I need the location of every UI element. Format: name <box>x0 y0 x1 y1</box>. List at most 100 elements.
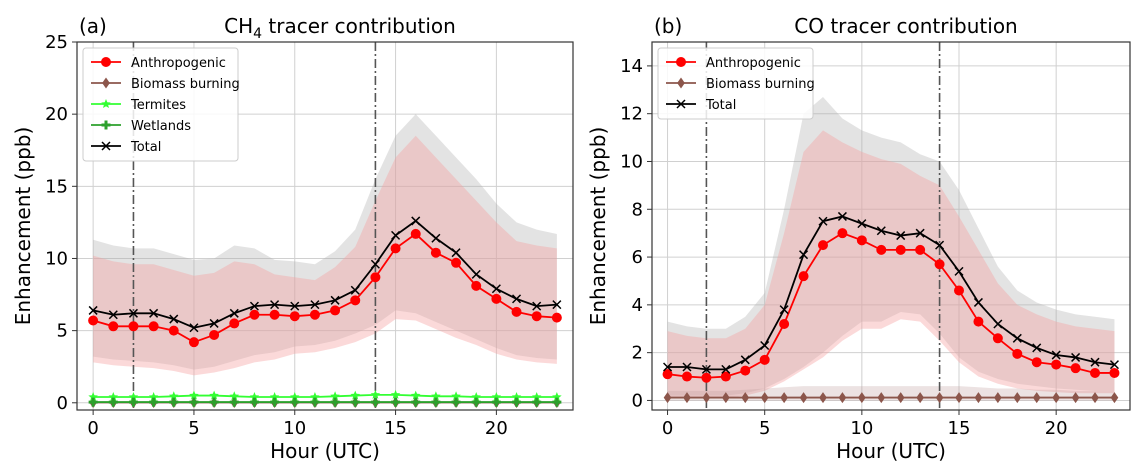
data-point <box>817 240 828 251</box>
data-point <box>270 397 280 407</box>
y-tick-label: 12 <box>620 104 643 125</box>
data-point <box>973 297 983 307</box>
y-tick-label: 10 <box>620 151 643 172</box>
data-point <box>309 309 320 320</box>
data-point <box>189 390 199 400</box>
data-point <box>128 321 139 332</box>
title-main: CO tracer contribution <box>794 14 1017 38</box>
band-0 <box>667 96 1115 396</box>
series-line-total <box>667 215 1115 371</box>
data-point <box>431 397 441 407</box>
x-tick-label: 10 <box>850 418 873 439</box>
data-point <box>410 228 421 239</box>
data-point <box>88 315 99 326</box>
legend-label: Anthropogenic <box>131 56 226 71</box>
data-point <box>249 392 260 402</box>
data-point <box>229 397 239 407</box>
y-tick-label: 14 <box>620 56 643 77</box>
legend-box <box>657 47 814 120</box>
data-point <box>838 392 847 404</box>
data-point <box>209 390 219 400</box>
data-point <box>916 392 924 404</box>
data-point <box>229 318 240 329</box>
data-point <box>411 216 421 226</box>
data-point <box>289 311 300 322</box>
data-point <box>370 397 380 407</box>
data-point <box>552 392 562 402</box>
y-tick-label: 25 <box>45 32 68 53</box>
y-tick-label: 2 <box>632 343 643 364</box>
y-tick-label: 20 <box>45 104 68 125</box>
x-tick-label: 10 <box>283 418 306 439</box>
data-point <box>1071 392 1080 404</box>
data-point <box>451 248 461 258</box>
title-subscript: 4 <box>253 26 262 42</box>
legend-label: Wetlands <box>131 119 191 134</box>
data-point <box>491 392 502 402</box>
data-point <box>954 285 965 296</box>
data-point <box>779 318 790 329</box>
title-main: CH <box>224 14 253 38</box>
data-point <box>451 397 461 407</box>
data-point <box>390 243 401 254</box>
data-point <box>701 372 712 383</box>
data-point <box>935 240 945 250</box>
data-point <box>662 369 673 380</box>
x-tick-label: 15 <box>384 418 407 439</box>
data-point <box>189 397 199 407</box>
data-point <box>511 392 522 402</box>
data-point <box>430 247 441 258</box>
band-1 <box>93 135 557 376</box>
y-tick-label: 10 <box>45 248 68 269</box>
data-point <box>973 316 984 327</box>
panel-label: (b) <box>654 14 682 38</box>
y-axis-label: Enhancement (ppb) <box>586 127 610 326</box>
data-point <box>229 391 240 401</box>
data-point <box>88 305 98 315</box>
x-tick-label: 20 <box>485 418 508 439</box>
legend-box <box>82 47 239 162</box>
data-point <box>290 301 300 311</box>
data-point <box>721 364 731 374</box>
data-point <box>876 244 887 255</box>
chart-title: CH4 tracer contribution <box>224 14 456 42</box>
x-tick-label: 5 <box>759 418 770 439</box>
band-0 <box>93 114 557 370</box>
data-point <box>209 318 219 328</box>
data-point <box>531 392 542 402</box>
legend-marker <box>102 77 110 89</box>
data-point <box>1070 363 1081 374</box>
data-point <box>934 259 945 270</box>
data-point <box>188 337 199 348</box>
y-tick-label: 0 <box>632 390 643 411</box>
data-point <box>915 228 925 238</box>
panel-label: (a) <box>79 14 107 38</box>
data-point <box>310 397 320 407</box>
panel-a-ch4-chart: 0 5 10 15 20 0 5 10 15 20 25 Hour (UTC) Enhancement … <box>11 14 574 462</box>
data-point <box>896 231 906 241</box>
data-point <box>779 305 789 315</box>
data-point <box>108 397 118 407</box>
legend-label: Biomass burning <box>706 77 815 92</box>
x-tick-label: 5 <box>188 418 199 439</box>
data-point <box>249 301 259 311</box>
data-point <box>740 355 750 365</box>
data-point <box>471 392 481 402</box>
x-tick-label: 20 <box>1045 418 1068 439</box>
data-point <box>391 397 401 407</box>
data-point <box>682 362 692 372</box>
data-point <box>169 397 179 407</box>
series-line-termites <box>93 393 557 398</box>
data-point <box>877 392 886 404</box>
data-point <box>1071 352 1081 362</box>
x-axis-label: Hour (UTC) <box>836 439 946 462</box>
data-point <box>532 397 542 407</box>
data-point <box>1013 392 1022 404</box>
data-point <box>390 389 401 399</box>
data-point <box>411 397 421 407</box>
plot-frame <box>651 41 1131 411</box>
y-tick-label: 6 <box>632 247 643 268</box>
data-point <box>552 300 562 310</box>
data-point <box>209 329 220 340</box>
data-point <box>1032 343 1042 353</box>
